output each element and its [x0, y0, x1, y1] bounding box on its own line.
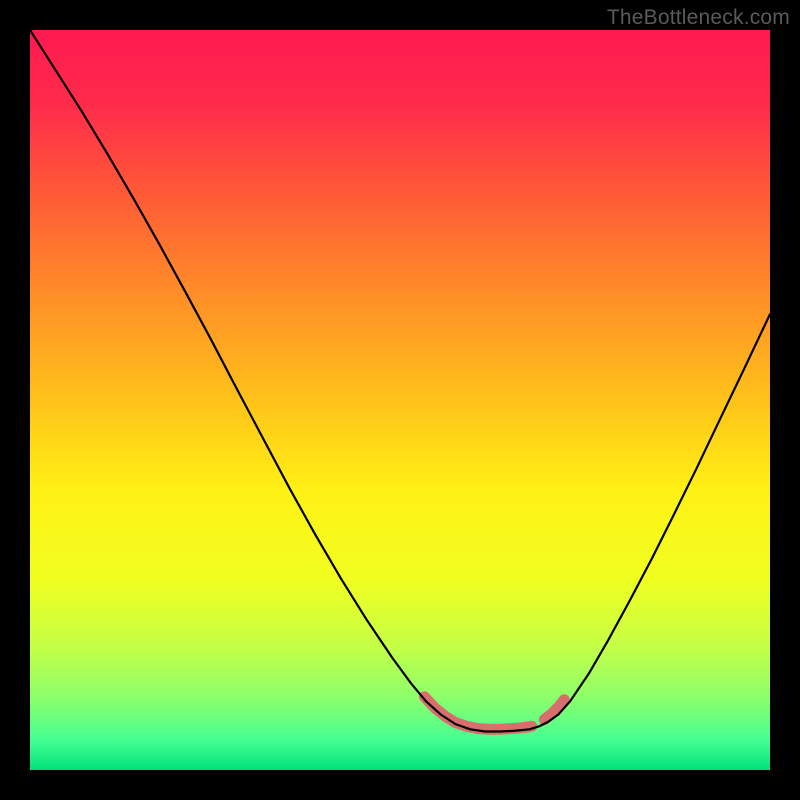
plot-area: [30, 30, 770, 770]
gradient-background: [30, 30, 770, 770]
plot-svg: [30, 30, 770, 770]
chart-frame: TheBottleneck.com: [0, 0, 800, 800]
watermark-label: TheBottleneck.com: [607, 6, 790, 30]
